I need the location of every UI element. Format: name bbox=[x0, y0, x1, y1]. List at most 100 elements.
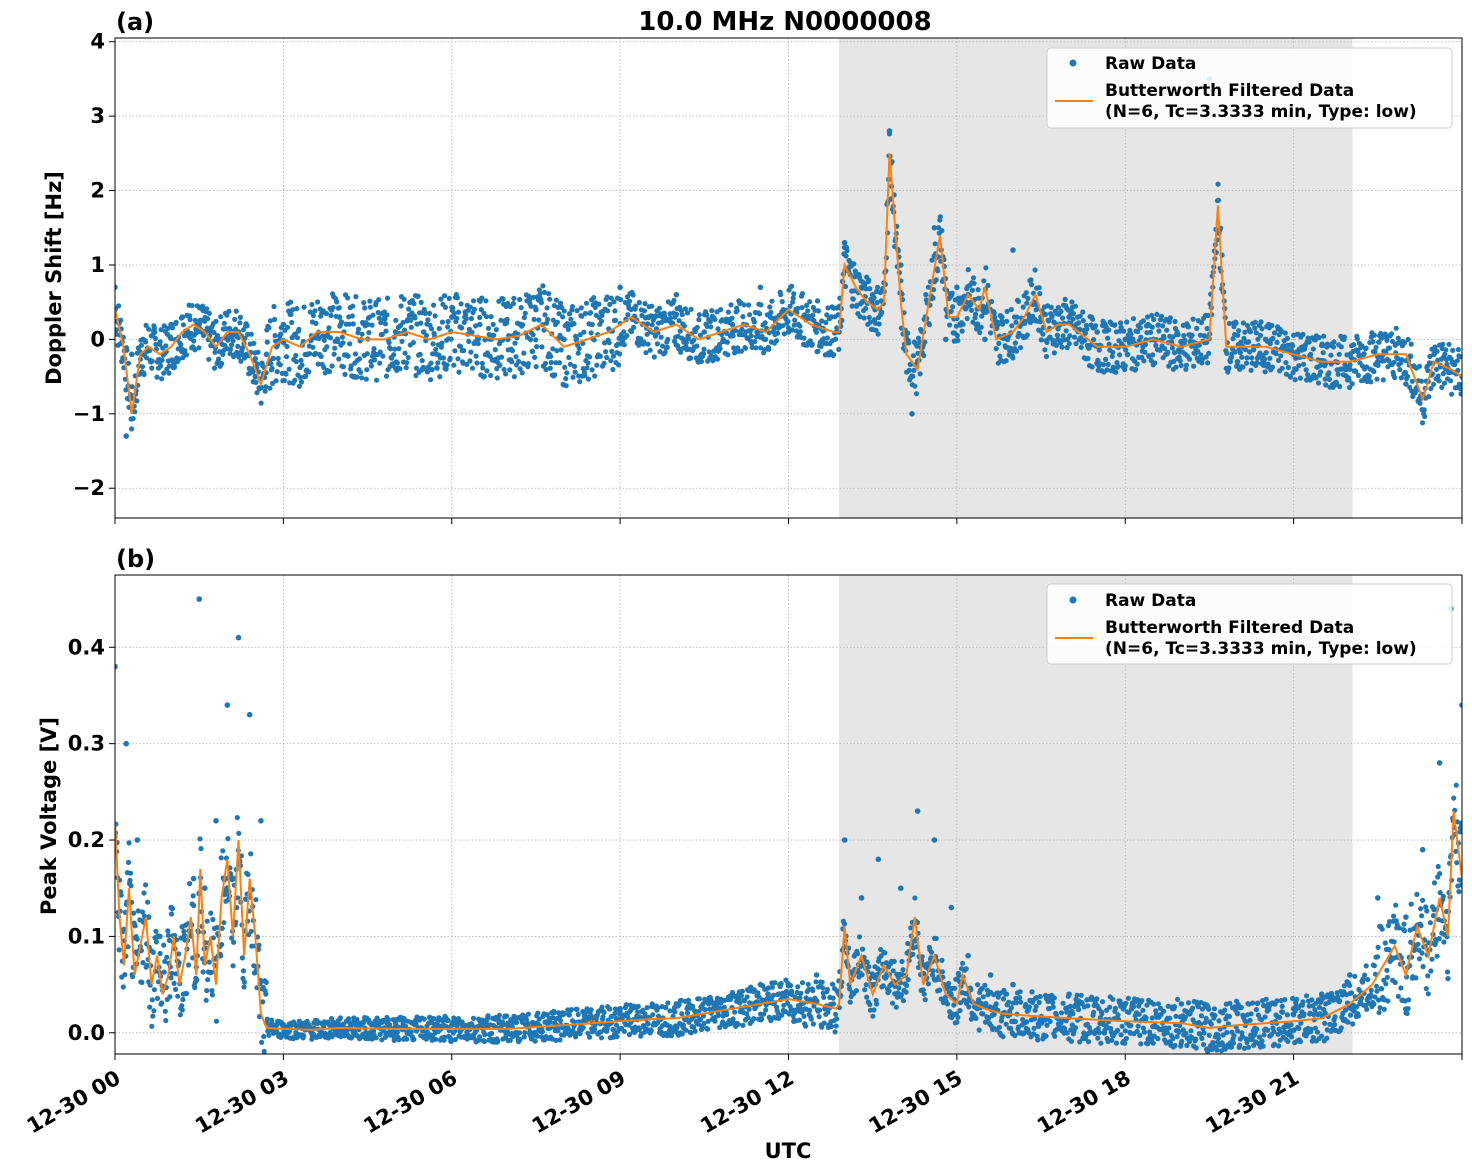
panel-a-raw-point bbox=[1010, 355, 1016, 361]
panel-a-raw-point bbox=[410, 340, 416, 346]
panel-a-raw-point bbox=[606, 340, 612, 346]
panel-a-raw-point bbox=[621, 342, 627, 348]
panel-a-raw-point bbox=[391, 352, 397, 358]
panel-a-raw-point bbox=[1042, 347, 1048, 353]
panel-a-raw-point bbox=[297, 374, 304, 381]
panel-b-raw-point bbox=[127, 870, 134, 876]
panel-a-raw-point bbox=[273, 378, 279, 384]
panel-a-raw-point bbox=[678, 308, 684, 314]
panel-b-raw-point bbox=[730, 1016, 736, 1022]
panel-a-raw-point bbox=[364, 367, 370, 373]
panel-b-raw-point bbox=[1277, 1014, 1283, 1021]
panel-a-raw-point bbox=[377, 349, 383, 355]
panel-a-raw-point bbox=[756, 311, 763, 317]
panel-a-raw-point bbox=[270, 355, 277, 362]
panel-b-raw-point bbox=[996, 1024, 1003, 1030]
panel-a-raw-point bbox=[218, 314, 224, 320]
panel-b-raw-point bbox=[955, 1014, 961, 1020]
panel-a-raw-point bbox=[359, 375, 365, 381]
panel-a-raw-point bbox=[237, 320, 243, 326]
panel-b-raw-point bbox=[1094, 996, 1100, 1002]
panel-a-raw-point bbox=[850, 296, 856, 302]
panel-a-raw-point bbox=[394, 360, 400, 366]
panel-b-grid bbox=[115, 575, 1462, 1054]
panel-b-raw-point bbox=[636, 1026, 642, 1033]
panel-a-raw-point bbox=[592, 373, 598, 379]
panel-b-raw-point bbox=[245, 871, 251, 878]
panel-b-raw-point bbox=[1247, 1017, 1253, 1023]
panel-a-raw-point bbox=[683, 340, 690, 346]
panel-a-raw-point bbox=[377, 360, 383, 366]
panel-a-raw-point bbox=[1426, 394, 1432, 400]
panel-b-raw-point bbox=[1271, 1029, 1277, 1035]
panel-a-raw-point bbox=[326, 368, 333, 375]
panel-a-raw-point bbox=[565, 326, 571, 332]
panel-b-raw-point bbox=[688, 1030, 694, 1036]
panel-b-raw-point bbox=[623, 1002, 629, 1008]
panel-a-raw-point bbox=[323, 310, 329, 317]
panel-a-raw-point bbox=[649, 303, 655, 309]
panel-b-raw-point bbox=[218, 953, 224, 959]
panel-b-raw-point bbox=[720, 1019, 726, 1025]
panel-a-raw-point bbox=[528, 303, 534, 309]
panel-a-raw-point bbox=[758, 302, 764, 308]
panel-a-raw-point bbox=[425, 317, 431, 323]
panel-a-raw-point bbox=[371, 346, 377, 352]
panel-b-raw-point bbox=[748, 984, 754, 990]
panel-a-raw-point bbox=[561, 336, 567, 343]
panel-b-raw-point bbox=[130, 974, 136, 980]
panel-a-raw-point bbox=[589, 321, 595, 328]
panel-a-raw-point bbox=[577, 332, 583, 338]
panel-a-raw-point bbox=[594, 362, 600, 368]
panel-b-raw-point bbox=[210, 935, 216, 941]
panel-b-raw-point bbox=[819, 979, 825, 985]
panel-a-raw-point bbox=[213, 336, 219, 343]
panel-b-raw-point bbox=[153, 928, 159, 934]
panel-b-raw-point bbox=[831, 1001, 837, 1007]
panel-a-raw-point bbox=[968, 307, 975, 313]
panel-a-raw-point bbox=[467, 304, 473, 310]
panel-a-raw-point bbox=[473, 353, 479, 359]
panel-b-raw-point bbox=[209, 992, 215, 998]
panel-b-raw-point bbox=[1070, 1011, 1076, 1017]
panel-a-raw-point bbox=[1194, 325, 1200, 331]
panel-a-y-tick-label: 0 bbox=[90, 327, 105, 351]
panel-a-raw-point bbox=[630, 292, 636, 298]
panel-a-raw-point bbox=[1162, 345, 1168, 352]
panel-b-raw-point bbox=[153, 939, 159, 945]
panel-b-raw-point bbox=[743, 1011, 750, 1017]
panel-a-raw-point bbox=[1279, 365, 1285, 371]
panel-a-raw-point bbox=[1043, 353, 1050, 360]
panel-a-raw-point bbox=[858, 284, 865, 291]
panel-a-raw-point bbox=[245, 331, 251, 337]
panel-a-raw-point bbox=[588, 310, 594, 316]
panel-b-raw-point bbox=[797, 1005, 804, 1012]
panel-b-raw-point bbox=[230, 963, 236, 969]
panel-a-raw-point bbox=[533, 364, 539, 370]
panel-a-raw-point bbox=[1215, 197, 1222, 203]
panel-b-raw-point bbox=[1167, 1015, 1173, 1021]
panel-a-raw-point bbox=[1230, 336, 1236, 342]
panel-b-raw-point bbox=[218, 855, 224, 861]
panel-a-raw-point bbox=[364, 321, 371, 328]
panel-b-raw-point bbox=[213, 1018, 220, 1024]
panel-b-raw-point bbox=[886, 988, 892, 994]
panel-a-raw-point bbox=[331, 351, 337, 357]
panel-a-raw-point bbox=[180, 355, 186, 361]
panel-b-raw-point bbox=[1197, 1031, 1203, 1037]
panel-b-raw-point bbox=[621, 1028, 627, 1034]
panel-a-raw-point bbox=[547, 296, 553, 302]
panel-a-raw-point bbox=[930, 295, 936, 301]
panel-a-raw-point bbox=[558, 347, 564, 353]
panel-a-raw-point bbox=[326, 325, 332, 331]
panel-b-raw-point bbox=[157, 950, 163, 957]
panel-a-raw-point bbox=[1401, 340, 1408, 346]
panel-a-raw-point bbox=[537, 290, 543, 296]
panel-b-raw-point bbox=[963, 966, 969, 972]
panel-b-raw-point bbox=[190, 893, 196, 899]
panel-b-raw-point bbox=[667, 1008, 673, 1014]
panel-a-raw-point bbox=[154, 374, 160, 380]
panel-b-raw-point bbox=[920, 987, 926, 993]
panel-a-raw-point bbox=[374, 377, 380, 383]
panel-b-raw-point bbox=[1024, 1019, 1030, 1025]
